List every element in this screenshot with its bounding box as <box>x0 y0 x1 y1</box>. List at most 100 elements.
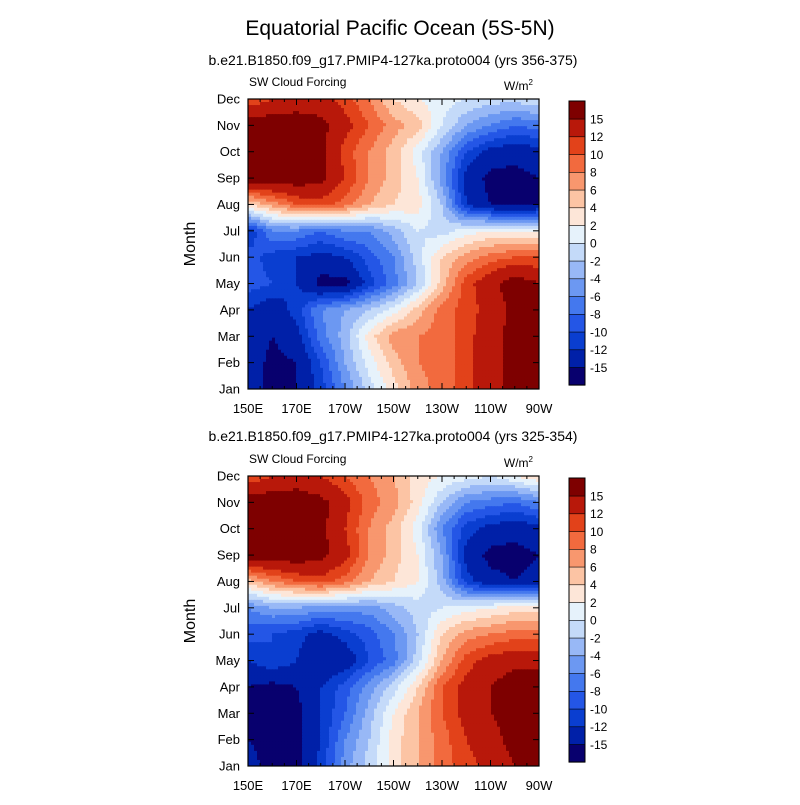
heatmap-cell <box>278 135 282 139</box>
heatmap-cell <box>260 222 264 227</box>
heatmap-cell <box>299 228 303 233</box>
heatmap-cell <box>491 129 495 133</box>
heatmap-cell <box>524 222 528 227</box>
heatmap-cell <box>260 162 264 167</box>
heatmap-cell <box>308 132 312 136</box>
heatmap-cell <box>410 141 414 145</box>
heatmap-cell <box>350 192 354 197</box>
heatmap-cell <box>422 129 426 133</box>
heatmap-cell <box>347 120 351 124</box>
heatmap-cell <box>434 144 438 148</box>
heatmap-cell <box>488 186 492 191</box>
heatmap-cell <box>248 165 252 170</box>
heatmap-cell <box>290 247 294 251</box>
heatmap-cell <box>401 244 405 248</box>
heatmap-cell <box>332 177 336 182</box>
heatmap-cell <box>479 247 483 251</box>
heatmap-cell <box>503 180 507 185</box>
heatmap-cell <box>401 123 405 127</box>
heatmap-cell <box>326 250 330 254</box>
heatmap-cell <box>359 201 363 206</box>
heatmap-cell <box>419 111 423 115</box>
heatmap-cell <box>284 228 288 233</box>
heatmap-cell <box>332 171 336 176</box>
heatmap-cell <box>248 198 252 203</box>
heatmap-cell <box>323 132 327 136</box>
heatmap-cell <box>527 165 531 170</box>
heatmap-cell <box>287 204 291 209</box>
heatmap-cell <box>293 210 297 215</box>
heatmap-cell <box>518 198 522 203</box>
heatmap-cell <box>440 120 444 124</box>
heatmap-cell <box>254 247 258 251</box>
heatmap-cell <box>347 123 351 127</box>
heatmap-cell <box>488 234 492 239</box>
heatmap-cell <box>380 174 384 179</box>
heatmap-cell <box>272 117 276 121</box>
heatmap-cell <box>473 123 477 127</box>
heatmap-cell <box>362 250 366 254</box>
heatmap-cell <box>269 117 273 121</box>
heatmap-cell <box>467 159 471 164</box>
heatmap-cell <box>320 132 324 136</box>
heatmap-cell <box>296 183 300 188</box>
heatmap-cell <box>440 177 444 182</box>
heatmap-cell <box>467 195 471 200</box>
heatmap-cell <box>425 204 429 209</box>
heatmap-cell <box>431 231 435 236</box>
heatmap-cell <box>515 120 519 124</box>
heatmap-cell <box>323 228 327 233</box>
left-label: SW Cloud Forcing <box>249 75 346 89</box>
heatmap-cell <box>380 234 384 239</box>
heatmap-cell <box>281 105 285 109</box>
heatmap-cell <box>368 198 372 203</box>
heatmap-cell <box>497 240 501 245</box>
heatmap-cell <box>497 204 501 209</box>
heatmap-cell <box>356 250 360 254</box>
heatmap-cell <box>320 192 324 197</box>
heatmap-cell <box>374 237 378 242</box>
heatmap-cell <box>302 204 306 209</box>
heatmap-cell <box>473 144 477 148</box>
heatmap-cell <box>521 225 525 230</box>
heatmap-cell <box>422 180 426 185</box>
heatmap-cell <box>296 132 300 136</box>
heatmap-cell <box>494 177 498 182</box>
heatmap-cell <box>389 244 393 248</box>
heatmap-cell <box>335 222 339 227</box>
heatmap-cell <box>272 162 276 167</box>
heatmap-cell <box>458 240 462 245</box>
heatmap-cell <box>359 250 363 254</box>
heatmap-cell <box>293 168 297 173</box>
heatmap-cell <box>497 126 501 130</box>
heatmap-cell <box>356 108 360 112</box>
heatmap-cell <box>518 135 522 139</box>
heatmap-cell <box>335 198 339 203</box>
heatmap-cell <box>266 147 270 151</box>
heatmap-cell <box>446 147 450 151</box>
heatmap-cell <box>536 117 539 121</box>
heatmap-cell <box>305 192 309 197</box>
heatmap-cell <box>305 244 309 248</box>
heatmap-cell <box>401 180 405 185</box>
heatmap-cell <box>290 228 294 233</box>
heatmap-cell <box>536 162 539 167</box>
heatmap-cell <box>476 147 480 151</box>
heatmap-cell <box>266 120 270 124</box>
heatmap-cell <box>446 204 450 209</box>
heatmap-cell <box>266 171 270 176</box>
heatmap-cell <box>395 195 399 200</box>
heatmap-cell <box>257 105 261 109</box>
heatmap-cell <box>254 102 258 106</box>
heatmap-cell <box>467 250 471 254</box>
heatmap-cell <box>527 195 531 200</box>
heatmap-cell <box>497 192 501 197</box>
heatmap-cell <box>290 135 294 139</box>
heatmap-cell <box>407 204 411 209</box>
heatmap-cell <box>455 195 459 200</box>
heatmap-cell <box>296 135 300 139</box>
heatmap-cell <box>329 126 333 130</box>
heatmap-cell <box>464 210 468 215</box>
heatmap-cell <box>473 147 477 151</box>
heatmap-cell <box>497 123 501 127</box>
